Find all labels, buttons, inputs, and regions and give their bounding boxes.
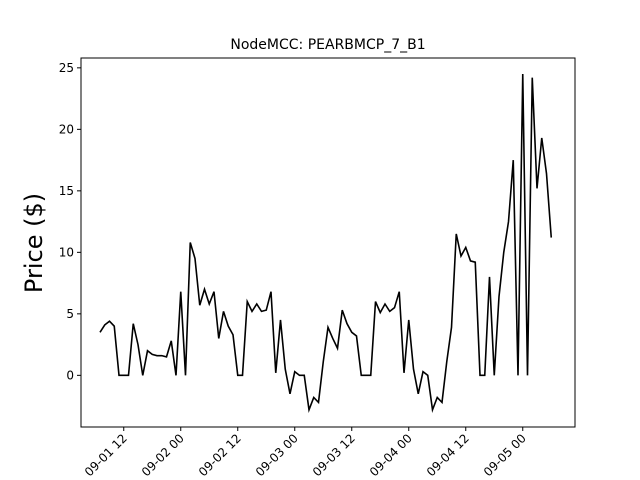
y-tick-label: 10: [59, 245, 74, 259]
chart-title: NodeMCC: PEARBMCP_7_B1: [230, 37, 425, 53]
price-line: [99, 73, 553, 413]
y-axis-label: Price ($): [20, 193, 48, 293]
y-tick-label: 0: [66, 368, 74, 382]
plot-frame: [80, 57, 576, 428]
x-tick-label: 09-02 12: [196, 431, 244, 479]
x-tick-label: 09-02 00: [139, 431, 187, 479]
y-tick-label: 20: [59, 122, 74, 136]
x-tick-label: 09-03 00: [253, 431, 301, 479]
x-tick-label: 09-04 12: [424, 431, 472, 479]
y-tick-label: 5: [66, 307, 74, 321]
x-tick-label: 09-04 00: [367, 431, 415, 479]
y-tick-label: 15: [59, 184, 74, 198]
x-tick-label: 09-05 00: [481, 431, 529, 479]
x-tick-label: 09-01 12: [82, 431, 130, 479]
y-tick-label: 25: [59, 61, 74, 75]
x-tick-label: 09-03 12: [310, 431, 358, 479]
